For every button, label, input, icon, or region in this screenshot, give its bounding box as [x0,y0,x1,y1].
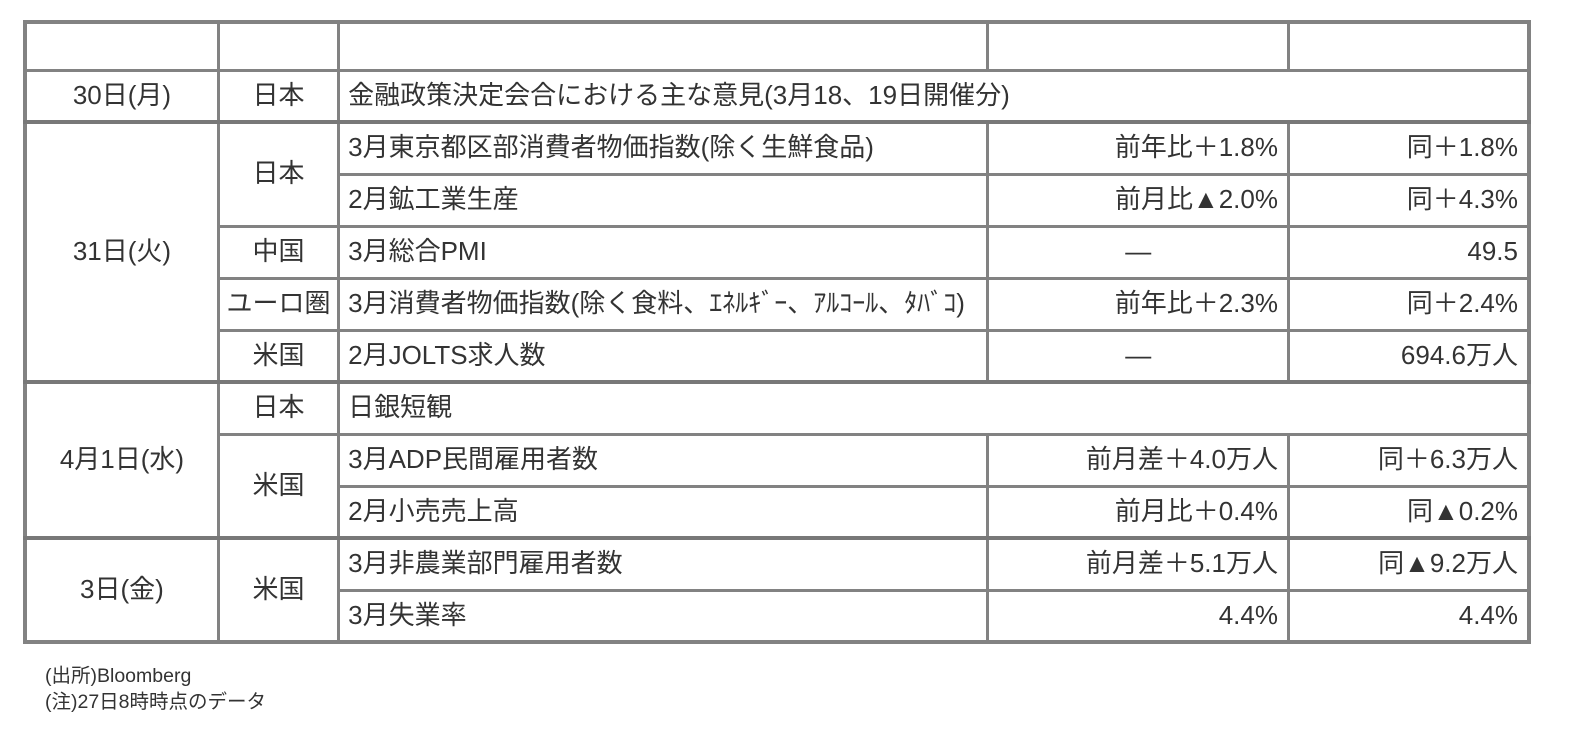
indicator-cell: 3月ADP民間雇用者数 [337,432,990,488]
indicator-cell: 3月東京都区部消費者物価指数(除く生鮮食品) [337,120,990,176]
region-cell: 米国 [216,328,341,384]
col-header-forecast: 予想 [986,20,1290,72]
previous-cell: 同▲0.2% [1286,485,1531,540]
previous-cell: 同＋6.3万人 [1286,432,1531,488]
table-row: 30日(月) 日本 金融政策決定会合における主な意見(3月18、19日開催分) [23,68,1531,124]
table-row: 2月鉱工業生産 前月比▲2.0% 同＋4.3% [25,173,1531,228]
forecast-cell: 前月差＋4.0万人 [986,432,1290,488]
forecast-cell: 前月差＋5.1万人 [986,536,1290,592]
region-cell: 米国 [216,432,341,540]
economic-indicators-table: 公表日 国・地域 経済指標 予想 前回 30日(月) 日本 金融政策決定会合にお… [23,20,1531,644]
indicator-cell: 3月非農業部門雇用者数 [337,536,990,592]
date-cell: 31日(火) [23,120,220,384]
forecast-cell: 前年比＋2.3% [986,276,1290,332]
indicator-cell: 2月JOLTS求人数 [337,328,990,384]
table-row: 3日(金) 米国 3月非農業部門雇用者数 前月差＋5.1万人 同▲9.2万人 [23,536,1531,644]
previous-cell: 4.4% [1286,589,1531,644]
table-row: 31日(火) 日本 3月東京都区部消費者物価指数(除く生鮮食品) 前年比＋1.8… [23,120,1531,384]
forecast-cell: ― [986,328,1290,384]
region-cell: 日本 [216,68,341,124]
date-cell: 30日(月) [23,68,220,124]
col-header-previous: 前回 [1286,20,1531,72]
indicator-cell: 2月小売売上高 [337,485,990,540]
indicator-cell: 日銀短観 [337,380,1531,436]
previous-cell: 694.6万人 [1286,328,1531,384]
col-header-date: 公表日 [23,20,220,72]
region-cell: 中国 [216,224,341,280]
table-footnotes: (出所)Bloomberg (注)27日8時時点のデータ [45,663,266,715]
previous-cell: 同＋1.8% [1286,120,1531,176]
indicator-cell: 3月消費者物価指数(除く食料、ｴﾈﾙｷﾞｰ、ｱﾙｺｰﾙ、ﾀﾊﾞｺ) [337,276,990,332]
header-row: 公表日 国・地域 経済指標 予想 前回 [23,20,1531,72]
indicator-cell: 2月鉱工業生産 [337,173,990,228]
region-cell: ユーロ圏 [216,276,341,332]
table-row: 米国 2月JOLTS求人数 ― 694.6万人 [25,328,1531,384]
table-row: 4月1日(水) 日本 日銀短観 [23,380,1531,540]
previous-cell: 同＋2.4% [1286,276,1531,332]
col-header-indicator: 経済指標 [337,20,990,72]
previous-cell: 49.5 [1286,224,1531,280]
indicator-cell: 3月総合PMI [337,224,990,280]
table-row: 米国 3月ADP民間雇用者数 前月差＋4.0万人 同＋6.3万人 [25,432,1531,540]
forecast-cell: ― [986,224,1290,280]
region-cell: 日本 [216,120,341,228]
previous-cell: 同＋4.3% [1286,173,1531,228]
region-cell: 日本 [216,380,341,436]
indicator-cell: 3月失業率 [337,589,990,644]
data-note: (注)27日8時時点のデータ [45,691,267,713]
source-note: (出所)Bloomberg [45,665,192,687]
table-row: 2月小売売上高 前月比＋0.4% 同▲0.2% [25,485,1531,540]
forecast-cell: 前年比＋1.8% [986,120,1290,176]
date-cell: 3日(金) [23,536,220,644]
forecast-cell: 4.4% [986,589,1290,644]
table-row: ユーロ圏 3月消費者物価指数(除く食料、ｴﾈﾙｷﾞｰ、ｱﾙｺｰﾙ、ﾀﾊﾞｺ) 前… [25,276,1531,332]
previous-cell: 同▲9.2万人 [1286,536,1531,592]
region-cell: 米国 [216,536,341,644]
forecast-cell: 前月比＋0.4% [986,485,1290,540]
indicator-cell: 金融政策決定会合における主な意見(3月18、19日開催分) [337,68,1531,124]
col-header-region: 国・地域 [216,20,341,72]
date-cell: 4月1日(水) [23,380,220,540]
table-row: 中国 3月総合PMI ― 49.5 [25,224,1531,280]
forecast-cell: 前月比▲2.0% [986,173,1290,228]
table-row: 3月失業率 4.4% 4.4% [25,589,1531,644]
